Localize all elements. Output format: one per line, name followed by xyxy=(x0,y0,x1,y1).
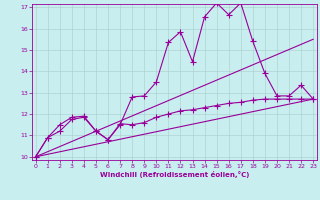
X-axis label: Windchill (Refroidissement éolien,°C): Windchill (Refroidissement éolien,°C) xyxy=(100,171,249,178)
